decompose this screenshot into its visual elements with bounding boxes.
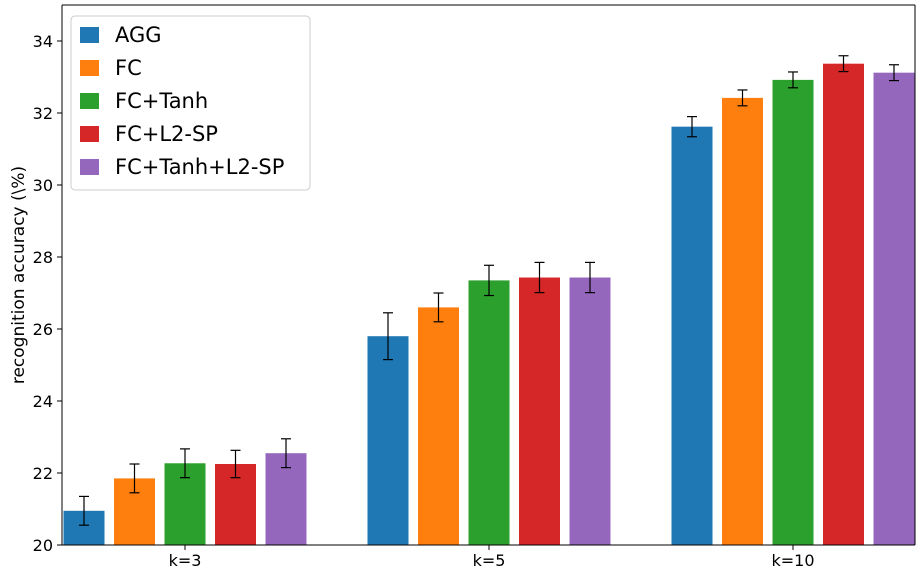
legend-label: FC <box>115 56 142 80</box>
x-ticks: k=3 k=5 k=10 <box>169 545 815 568</box>
bar <box>873 72 915 546</box>
y-tick-label: 22 <box>33 464 53 483</box>
y-tick-label: 30 <box>33 176 53 195</box>
bar <box>823 63 864 546</box>
bar <box>367 336 409 545</box>
legend-swatch <box>80 159 99 175</box>
x-tick-label: k=3 <box>169 551 202 568</box>
bar <box>772 79 814 545</box>
bar <box>468 280 510 545</box>
x-tick-label: k=5 <box>473 551 506 568</box>
bar <box>265 453 307 545</box>
y-tick-label: 32 <box>33 104 53 123</box>
legend-label: FC+Tanh+L2-SP <box>115 155 284 179</box>
legend-swatch <box>80 93 99 109</box>
legend-box <box>70 15 311 191</box>
x-tick-label: k=10 <box>771 551 814 568</box>
y-tick-label: 26 <box>33 320 53 339</box>
y-axis-label: recognition accuracy (\%) <box>9 166 29 384</box>
bars-layer <box>63 63 915 546</box>
bar <box>671 126 713 546</box>
legend-label: AGG <box>115 23 162 47</box>
legend: AGG FC FC+Tanh FC+L2-SP FC+Tanh+L2-SP <box>70 15 311 191</box>
y-tick-label: 20 <box>33 536 53 555</box>
bar <box>418 307 459 545</box>
error-bars-layer <box>79 55 899 526</box>
legend-label: FC+Tanh <box>115 89 208 113</box>
y-tick-label: 24 <box>33 392 53 411</box>
legend-swatch <box>80 27 99 43</box>
y-tick-label: 28 <box>33 248 53 267</box>
legend-label: FC+L2-SP <box>115 122 218 146</box>
bar <box>519 277 560 545</box>
legend-swatch <box>80 126 99 142</box>
bar <box>569 277 611 545</box>
y-ticks: 20 22 24 26 28 30 32 34 <box>33 32 62 555</box>
legend-swatch <box>80 60 99 76</box>
y-tick-label: 34 <box>33 32 53 51</box>
bar <box>722 97 763 545</box>
